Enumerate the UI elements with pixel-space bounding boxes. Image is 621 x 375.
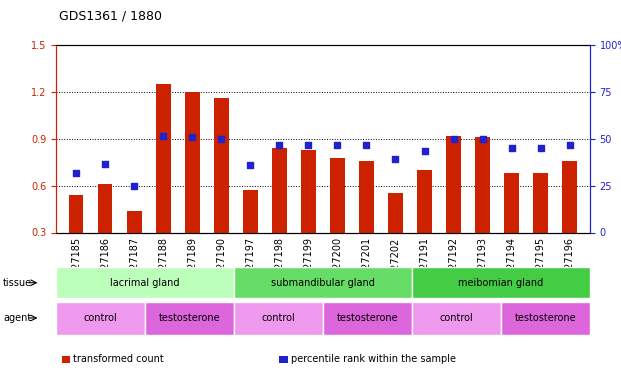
Text: control: control bbox=[261, 313, 296, 323]
Point bbox=[420, 148, 430, 154]
Bar bbox=[272, 148, 287, 232]
Bar bbox=[563, 160, 577, 232]
Bar bbox=[533, 173, 548, 232]
Point bbox=[129, 183, 139, 189]
Point bbox=[158, 133, 168, 139]
Text: testosterone: testosterone bbox=[158, 313, 220, 323]
Bar bbox=[475, 137, 490, 232]
Text: percentile rank within the sample: percentile rank within the sample bbox=[291, 354, 456, 364]
Bar bbox=[214, 98, 229, 232]
Point bbox=[564, 142, 574, 148]
Point bbox=[216, 136, 226, 142]
Text: control: control bbox=[83, 313, 117, 323]
Text: testosterone: testosterone bbox=[515, 313, 576, 323]
Point bbox=[507, 145, 517, 151]
Bar bbox=[504, 173, 519, 232]
Point bbox=[478, 136, 487, 142]
Text: agent: agent bbox=[3, 313, 31, 323]
Point bbox=[100, 161, 110, 167]
Bar bbox=[185, 92, 199, 232]
Text: transformed count: transformed count bbox=[73, 354, 164, 364]
Point bbox=[245, 162, 255, 168]
Text: lacrimal gland: lacrimal gland bbox=[110, 278, 179, 288]
Point bbox=[274, 142, 284, 148]
Bar bbox=[388, 194, 403, 232]
Text: submandibular gland: submandibular gland bbox=[271, 278, 375, 288]
Text: meibomian gland: meibomian gland bbox=[458, 278, 543, 288]
Text: GDS1361 / 1880: GDS1361 / 1880 bbox=[59, 9, 162, 22]
Point bbox=[391, 156, 401, 162]
Bar bbox=[417, 170, 432, 232]
Text: control: control bbox=[440, 313, 473, 323]
Text: tissue: tissue bbox=[3, 278, 32, 288]
Bar bbox=[98, 184, 112, 232]
Bar bbox=[69, 195, 83, 232]
Bar bbox=[156, 84, 171, 232]
Point bbox=[332, 142, 342, 148]
Bar bbox=[127, 211, 142, 232]
Bar bbox=[446, 136, 461, 232]
Point bbox=[304, 142, 314, 148]
Text: testosterone: testosterone bbox=[337, 313, 398, 323]
Bar bbox=[243, 190, 258, 232]
Point bbox=[188, 134, 197, 140]
Point bbox=[448, 136, 458, 142]
Point bbox=[71, 170, 81, 176]
Point bbox=[536, 145, 546, 151]
Bar bbox=[330, 158, 345, 232]
Point bbox=[361, 142, 371, 148]
Bar bbox=[359, 160, 374, 232]
Bar bbox=[301, 150, 315, 232]
